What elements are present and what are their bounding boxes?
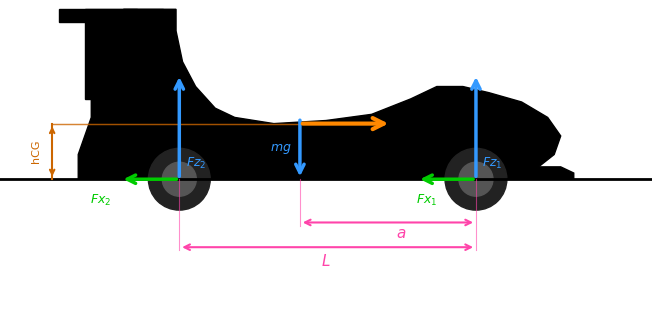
- Text: $mg$: $mg$: [271, 142, 292, 156]
- Text: $Fz_1$: $Fz_1$: [482, 156, 503, 171]
- Ellipse shape: [162, 162, 196, 196]
- Ellipse shape: [459, 162, 493, 196]
- Polygon shape: [78, 9, 561, 179]
- Text: $Fx_2$: $Fx_2$: [91, 193, 111, 208]
- Text: $Fx_1$: $Fx_1$: [417, 193, 437, 208]
- Ellipse shape: [149, 148, 210, 210]
- Polygon shape: [59, 9, 163, 22]
- Text: $m\,a_x - F_{drag}$: $m\,a_x - F_{drag}$: [258, 78, 329, 95]
- Text: hCG: hCG: [31, 140, 41, 163]
- Polygon shape: [489, 167, 574, 179]
- Text: $Fz_2$: $Fz_2$: [186, 156, 206, 171]
- Text: $L$: $L$: [321, 253, 331, 269]
- Polygon shape: [85, 9, 137, 99]
- Ellipse shape: [445, 148, 507, 210]
- Text: $a$: $a$: [396, 226, 406, 241]
